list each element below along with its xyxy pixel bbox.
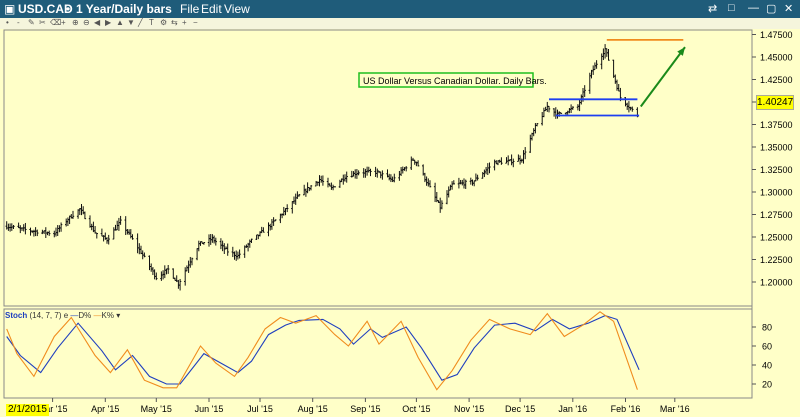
k-label: K% [101, 311, 114, 320]
menu-file[interactable]: File [180, 2, 200, 16]
maximize-icon[interactable]: ▢ [766, 3, 777, 15]
arrow-down-icon[interactable]: ▼ [127, 18, 135, 27]
drawing-toolbar: • - ✎ ✂ ⌫ + ⊕ ⊖ ◀ ▶ ▲ ▼ ╱ T ⚙ ⇆ + − [0, 18, 800, 29]
current-price-badge: 1.40247 [756, 95, 794, 110]
x-tick-label: Feb '16 [611, 404, 641, 414]
stoch-params: (14, 7, 7) [29, 311, 62, 320]
price-y-tick-label: 1.37500 [760, 120, 793, 130]
brush-icon[interactable]: ⌫ [50, 18, 62, 27]
d-label: D% [78, 311, 92, 320]
x-tick-label: Jun '15 [195, 404, 224, 414]
zoom-in-icon[interactable]: ⊕ [72, 18, 79, 27]
legend-dropdown-icon[interactable]: ▾ [116, 311, 121, 320]
stoch-y-tick-label: 80 [762, 323, 772, 333]
x-tick-label: May '15 [141, 404, 172, 414]
stoch-k-line [6, 311, 638, 391]
arrow-up-icon[interactable]: ▲ [116, 18, 124, 27]
price-y-tick-label: 1.30000 [760, 188, 793, 198]
price-y-tick-label: 1.32500 [760, 165, 793, 175]
scissors-icon[interactable]: ✂ [39, 18, 46, 27]
x-tick-label: Mar '15 [38, 404, 68, 414]
price-panel[interactable] [3, 29, 753, 307]
pin-icon[interactable]: □ [728, 2, 735, 14]
arrow-swap-icon[interactable]: ⇆ [171, 18, 178, 27]
bullet-icon[interactable]: • [6, 18, 9, 27]
x-tick-label: Jan '16 [558, 404, 587, 414]
d-line-swatch: — [70, 311, 79, 320]
price-y-tick-label: 1.27500 [760, 210, 793, 220]
stoch-y-tick-label: 60 [762, 342, 772, 352]
settings-icon[interactable]: e [63, 311, 69, 320]
dash-icon[interactable]: - [17, 18, 20, 27]
x-tick-label: Apr '15 [91, 404, 119, 414]
stoch-title: Stoch [5, 311, 28, 320]
price-y-tick-label: 1.20000 [760, 278, 793, 288]
x-tick-label: Sep '15 [350, 404, 380, 414]
period-title[interactable]: 1 Year/Daily bars [76, 2, 172, 16]
text-tool-icon[interactable]: T [149, 18, 154, 27]
plus-icon[interactable]: + [182, 18, 187, 27]
price-y-tick-label: 1.47500 [760, 30, 793, 40]
crosshair-icon[interactable]: + [61, 18, 66, 27]
stoch-y-tick-label: 20 [762, 380, 772, 390]
price-y-tick-label: 1.45000 [760, 53, 793, 63]
menu-view[interactable]: View [224, 2, 250, 16]
gear-icon[interactable]: ⚙ [160, 18, 168, 27]
annotation-box[interactable] [358, 72, 534, 88]
stoch-y-tick-label: 40 [762, 361, 772, 371]
price-y-tick-label: 1.25000 [760, 233, 793, 243]
arrow-left-icon[interactable]: ◀ [94, 18, 101, 27]
price-y-tick-label: 1.42500 [760, 75, 793, 85]
stoch-legend: Stoch (14, 7, 7) e —D% —K% ▾ [5, 311, 120, 320]
arrow-right-icon[interactable]: ▶ [105, 18, 112, 27]
title-separator-icon: • [66, 2, 71, 16]
app-icon: ▣ [4, 2, 16, 16]
price-y-tick-label: 1.22500 [760, 255, 793, 265]
symbol-title: USD.CAD [18, 2, 73, 16]
x-tick-label: Nov '15 [454, 404, 484, 414]
x-tick-label: Oct '15 [402, 404, 430, 414]
zoom-out-icon[interactable]: ⊖ [83, 18, 90, 27]
k-line-swatch: — [93, 311, 102, 320]
stoch-d-line [6, 315, 640, 385]
link-icon[interactable]: ⇄ [708, 3, 718, 15]
price-y-tick-label: 1.35000 [760, 143, 793, 153]
line-tool-icon[interactable]: ╱ [138, 18, 143, 27]
start-date-badge: 2/1/2015 [6, 404, 49, 416]
close-icon[interactable]: ✕ [784, 3, 794, 15]
x-tick-label: Jul '15 [247, 404, 273, 414]
minimize-icon[interactable]: — [748, 2, 759, 14]
title-bar: ▣ USD.CAD • 1 Year/Daily bars File Edit … [0, 0, 800, 18]
pencil-icon[interactable]: ✎ [28, 18, 35, 27]
menu-edit[interactable]: Edit [201, 2, 222, 16]
trend-arrow-line[interactable] [639, 46, 686, 108]
x-tick-label: Mar '16 [660, 404, 690, 414]
x-tick-label: Aug '15 [298, 404, 328, 414]
arrow-head-icon [677, 47, 685, 56]
x-tick-label: Dec '15 [505, 404, 535, 414]
stoch-panel[interactable] [3, 308, 753, 399]
minus-icon[interactable]: − [193, 18, 198, 27]
annotation-text: US Dollar Versus Canadian Dollar. Daily … [363, 76, 547, 86]
